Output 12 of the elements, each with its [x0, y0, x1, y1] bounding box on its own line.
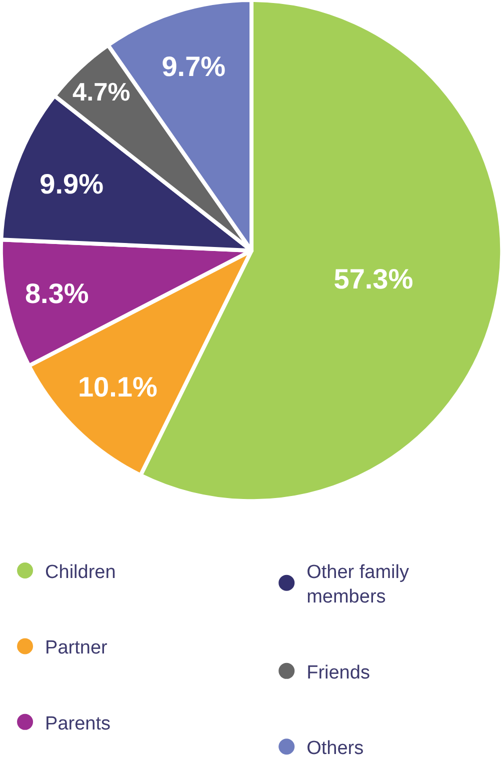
legend-label: Partner: [45, 638, 108, 659]
data-label: 9.9%: [40, 168, 104, 200]
data-label: 8.3%: [24, 278, 89, 309]
legend-label: Children: [45, 562, 116, 583]
legend-label: Parents: [45, 713, 111, 734]
data-label: 9.7%: [162, 51, 226, 82]
legend-label: Others: [306, 738, 364, 760]
data-label: 10.1%: [78, 371, 158, 402]
data-label: 57.3%: [334, 264, 414, 295]
legend-label: Friends: [306, 662, 370, 684]
legend-label: Other family members: [306, 562, 410, 608]
data-label: 4.7%: [72, 78, 130, 106]
